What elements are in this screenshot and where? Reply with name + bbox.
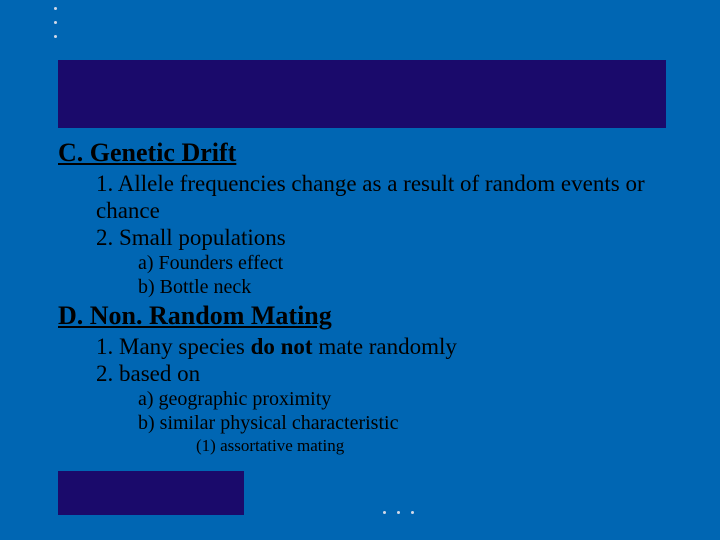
text-fragment: 1. Many species [96,334,251,359]
dot-icon [54,7,57,10]
section-d-subsub-1: (1) assortative mating [196,435,678,456]
section-c-sub-b: b) Bottle neck [138,275,678,299]
dot-icon [383,511,386,514]
section-d-heading: D. Non. Random Mating [58,301,678,331]
section-d-sub-a: a) geographic proximity [138,387,678,411]
decorative-dots-top [54,7,57,49]
dot-icon [54,21,57,24]
section-c-heading: C. Genetic Drift [58,138,678,168]
section-c-sub-a: a) Founders effect [138,251,678,275]
section-c-item-2: 2. Small populations [96,224,678,251]
section-c-item-1: 1. Allele frequencies change as a result… [96,170,678,224]
footer-accent-bar [58,471,244,515]
text-fragment-bold: do not [251,334,313,359]
dot-icon [397,511,400,514]
text-fragment: mate randomly [313,334,457,359]
header-accent-bar [58,60,666,128]
section-d-item-2: 2. based on [96,360,678,387]
decorative-dots-bottom [383,511,414,514]
section-d-sub-b: b) similar physical characteristic [138,411,678,435]
dot-icon [411,511,414,514]
slide-content: C. Genetic Drift 1. Allele frequencies c… [58,138,678,457]
dot-icon [54,35,57,38]
section-d-item-1: 1. Many species do not mate randomly [96,333,678,360]
